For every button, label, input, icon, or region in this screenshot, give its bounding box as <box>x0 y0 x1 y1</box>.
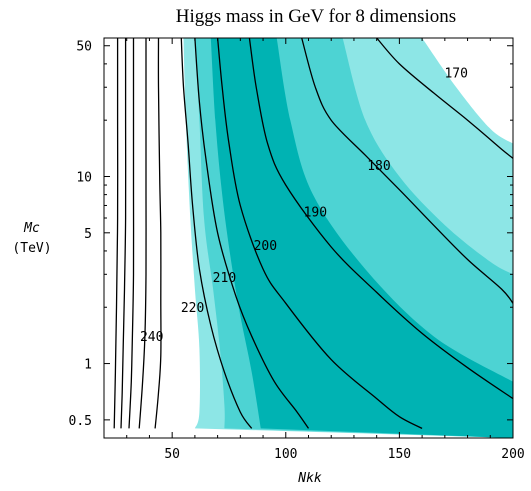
x-tick-label: 150 <box>388 447 411 462</box>
contour-label-210: 210 <box>213 271 236 286</box>
y-tick-label: 50 <box>76 40 92 55</box>
contour-line-240 <box>154 38 162 429</box>
x-tick-label: 50 <box>164 447 180 462</box>
y-tick-label: 5 <box>84 227 92 242</box>
y-tick-label: 0.5 <box>69 414 92 429</box>
contour-lines <box>113 38 513 429</box>
contour-line-210 <box>194 38 310 429</box>
x-axis-label: Nkk <box>297 471 322 486</box>
region-band-3 <box>210 38 513 438</box>
contour-label-200: 200 <box>254 239 277 254</box>
y-axis-label: Mc <box>23 221 40 236</box>
contour-label-240: 240 <box>140 330 163 345</box>
contour-line-unlabeled-10 <box>113 38 119 429</box>
chart-title: Higgs mass in GeV for 8 dimensions <box>176 6 456 27</box>
contour-label-190: 190 <box>304 205 327 220</box>
contour-label-170: 170 <box>444 66 467 81</box>
shaded-regions <box>183 38 513 438</box>
y-axis-ticks: 0.5 1 5 10 50 <box>69 40 513 429</box>
y-axis-unit: (TeV) <box>12 241 51 256</box>
contour-label-180: 180 <box>367 159 390 174</box>
contour-line-190 <box>248 38 513 400</box>
contour-line-unlabeled-8 <box>128 38 135 429</box>
contour-line-unlabeled-7 <box>138 38 147 429</box>
contour-label-220: 220 <box>181 301 204 316</box>
contour-line-220 <box>180 38 253 429</box>
x-tick-label: 200 <box>501 447 524 462</box>
y-tick-label: 1 <box>84 358 92 373</box>
contour-line-unlabeled-9 <box>120 38 127 429</box>
x-axis-ticks: 50 100 150 200 <box>126 38 525 462</box>
contour-line-180 <box>301 38 513 304</box>
y-tick-label: 10 <box>76 170 92 185</box>
x-tick-label: 100 <box>274 447 297 462</box>
contour-line-170 <box>376 38 513 159</box>
contour-labels: 170 180 190 200 210 220 240 <box>140 66 468 345</box>
contour-line-200 <box>216 38 423 429</box>
